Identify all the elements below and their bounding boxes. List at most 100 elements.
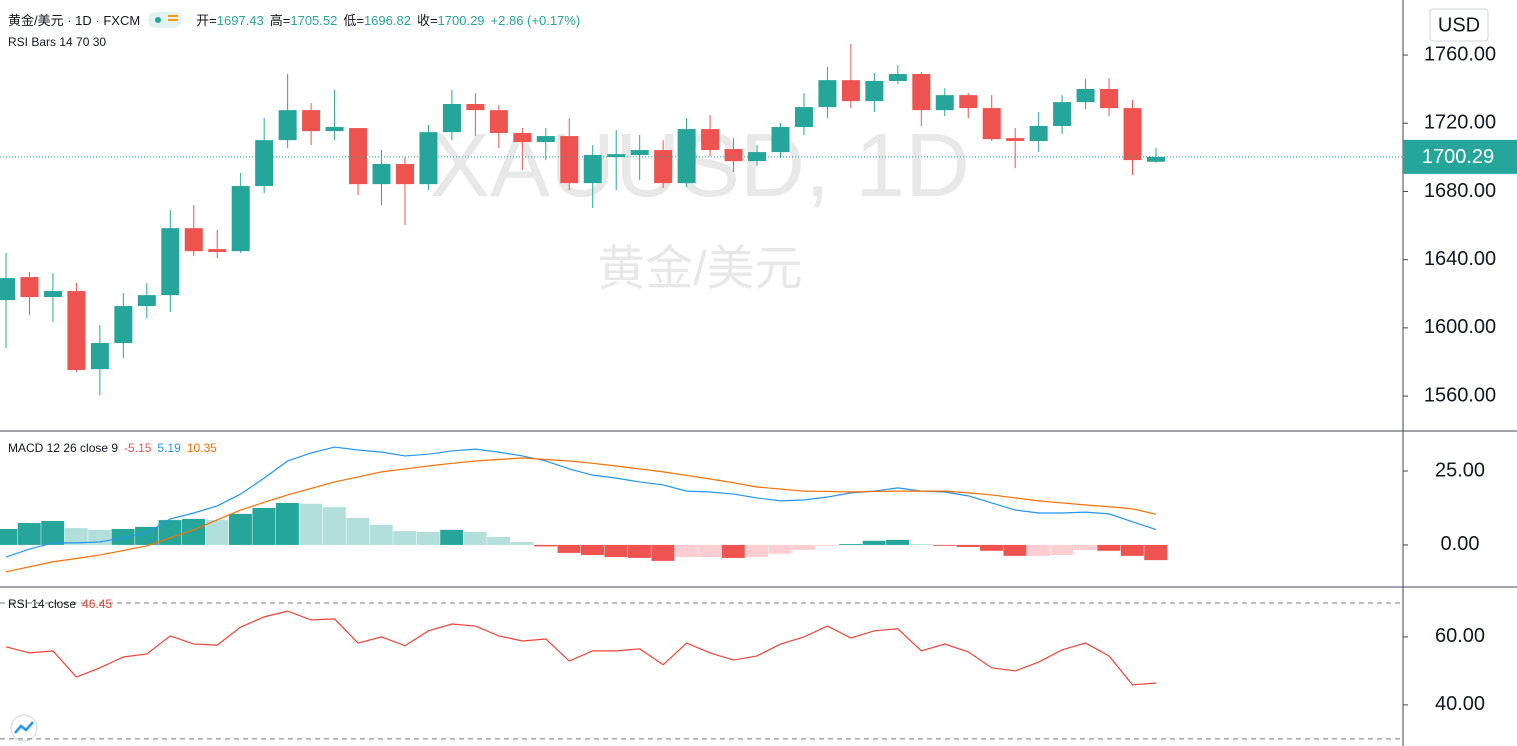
logo[interactable] (10, 714, 38, 742)
candle (0, 253, 15, 348)
ohlc-label: 高= (269, 13, 291, 28)
candle (959, 93, 978, 119)
candle-body (1053, 102, 1072, 126)
ohlc-value: 1696.82 (363, 13, 411, 28)
histogram-bar (322, 507, 346, 545)
candle-body (114, 306, 133, 344)
macd-legend: MACD 12 26 close 9 -5.15 5.19 10.35 (8, 441, 223, 455)
histogram-bar (416, 531, 440, 545)
header: 黄金/美元 · 1D · FXCM 开=1697.43 高=1705.52 低=16… (8, 10, 586, 29)
histogram-bar (41, 520, 65, 545)
candle-body (888, 73, 907, 81)
histogram-bar (0, 528, 18, 545)
histogram-bar (721, 544, 745, 558)
candle (43, 273, 62, 323)
candle (1147, 147, 1165, 163)
candle-body (935, 95, 954, 111)
candle (748, 145, 767, 167)
histogram-bar (557, 544, 581, 553)
y-tick-label: 1760.00 (1424, 43, 1496, 65)
candle-body (161, 228, 180, 296)
candle (818, 67, 837, 119)
candle (1123, 100, 1142, 176)
histogram-bar (299, 503, 323, 545)
histogram-bar (534, 544, 558, 547)
currency-box[interactable] (1429, 8, 1489, 42)
candle-body (677, 129, 696, 184)
macd-line (5, 457, 1157, 573)
candle-body (395, 164, 414, 185)
histogram-bar (651, 544, 675, 561)
histogram-bar (158, 520, 182, 545)
candle-body (1029, 125, 1048, 142)
candle (1100, 78, 1119, 117)
candle-body (818, 80, 837, 108)
legend-value: -5.15 (124, 441, 152, 455)
watermark-symbol: XAUUSD, 1D (430, 116, 970, 216)
candle-body (90, 343, 109, 370)
candle-body (701, 129, 720, 151)
rsi-legend: RSI 14 close 46.45 (8, 597, 118, 611)
ohlc-value: 1697.43 (216, 13, 264, 28)
histogram-bar (1097, 544, 1121, 551)
histogram-bar (252, 507, 276, 545)
candle (20, 272, 39, 316)
legend-value: 46.45 (82, 597, 113, 611)
candle-body (513, 132, 532, 143)
legend-value: 5.19 (157, 441, 181, 455)
candle-body (325, 127, 344, 132)
candle-body (536, 136, 555, 143)
candle (489, 105, 508, 148)
histogram-bar (839, 544, 863, 545)
histogram-bar (581, 544, 604, 555)
currency: USD (1438, 14, 1480, 36)
histogram-bar (1120, 544, 1144, 556)
candle-body (419, 132, 438, 185)
histogram-bar (1026, 544, 1050, 556)
histogram-bar (182, 518, 205, 545)
candle (442, 90, 461, 141)
histogram-bar (487, 536, 511, 545)
y-tick-label: 1640.00 (1424, 248, 1496, 270)
candle-body (1076, 89, 1095, 103)
histogram-bar (440, 529, 464, 545)
symbol-title[interactable]: 黄金/美元 · 1D · FXCM (8, 13, 141, 28)
candle (677, 118, 696, 188)
histogram-bar (698, 544, 722, 558)
candle (90, 325, 109, 396)
candle-body (442, 104, 461, 133)
candle (67, 283, 86, 373)
candle (278, 73, 297, 148)
histogram-bar (627, 544, 651, 558)
histogram-bar (135, 526, 159, 545)
histogram-bar (909, 544, 933, 545)
histogram-bar (979, 544, 1003, 551)
histogram-bar (815, 544, 839, 546)
ohlc-label: 开= (196, 13, 217, 28)
candle (208, 230, 227, 258)
candle (255, 118, 274, 194)
candle-body (349, 128, 368, 185)
histogram-bar (1144, 544, 1168, 561)
candle (161, 210, 180, 313)
indicator-name: RSI 14 close (8, 597, 77, 611)
candle-body (607, 154, 626, 158)
histogram-bar (275, 502, 299, 545)
ohlc-label: 收= (416, 13, 438, 28)
candle (349, 128, 368, 196)
histogram-bar (1050, 544, 1074, 555)
y-tick-label: 0.00 (1441, 533, 1480, 555)
ohlc-value: 1705.52 (290, 13, 338, 28)
histogram-bar (768, 544, 792, 554)
candle (114, 293, 133, 359)
candle (1053, 95, 1072, 135)
candle-body (1123, 108, 1142, 161)
candle (137, 283, 156, 319)
indicator-name: MACD 12 26 close 9 (8, 441, 119, 455)
candle (841, 43, 860, 109)
status-icons[interactable] (148, 11, 183, 28)
candle-body (630, 150, 649, 155)
